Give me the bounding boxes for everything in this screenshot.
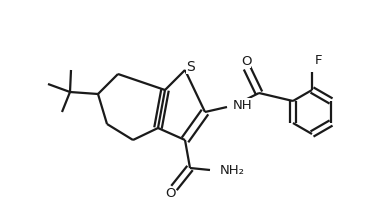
Text: F: F [315,54,323,67]
Text: O: O [165,186,175,200]
Text: S: S [186,60,195,74]
Text: NH₂: NH₂ [220,163,245,176]
Text: O: O [241,54,251,67]
Text: NH: NH [233,99,252,111]
